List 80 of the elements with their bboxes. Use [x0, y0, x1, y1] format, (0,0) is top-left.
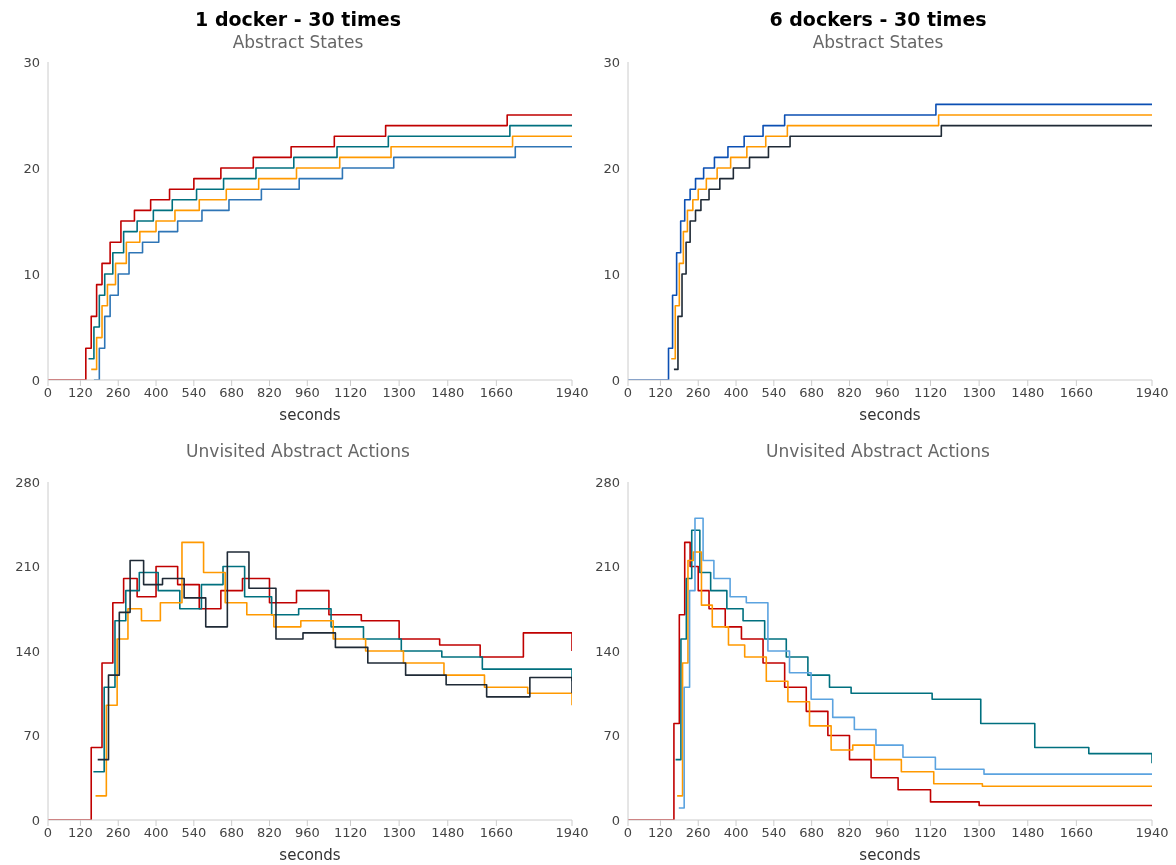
x-tick-label: 1940 — [1135, 385, 1169, 401]
x-tick-label: 120 — [648, 825, 673, 841]
chart-subtitle: Abstract States — [811, 32, 945, 54]
x-tick-label: 820 — [837, 385, 862, 401]
x-axis-title: seconds — [859, 846, 921, 864]
x-tick-label: 1660 — [1059, 825, 1093, 841]
x-tick-label: 1660 — [479, 385, 513, 401]
x-tick-label: 0 — [43, 825, 53, 841]
x-tick-label: 1660 — [479, 825, 513, 841]
y-tick-label: 210 — [15, 559, 40, 575]
chart-title: Unvisited Abstract Actions — [185, 440, 411, 463]
x-tick-label: 960 — [874, 385, 900, 401]
x-tick-label: 0 — [43, 385, 53, 401]
x-tick-label: 1940 — [1135, 825, 1169, 841]
x-tick-label: 400 — [723, 825, 749, 841]
x-tick-label: 960 — [294, 825, 320, 841]
y-tick-label: 70 — [23, 728, 40, 744]
x-tick-label: 260 — [105, 385, 131, 401]
chart-title: Unvisited Abstract Actions — [765, 440, 991, 463]
x-tick-label: 400 — [723, 385, 749, 401]
x-tick-label: 1660 — [1059, 385, 1093, 401]
x-tick-label: 820 — [837, 825, 862, 841]
x-tick-label: 1480 — [431, 385, 465, 401]
x-tick-label: 680 — [219, 385, 245, 401]
x-tick-label: 680 — [799, 825, 825, 841]
y-tick-label: 0 — [31, 812, 40, 828]
y-tick-label: 70 — [603, 728, 620, 744]
x-tick-label: 1300 — [962, 825, 996, 841]
y-tick-label: 30 — [603, 54, 620, 70]
x-tick-label: 1300 — [382, 385, 416, 401]
x-tick-label: 820 — [257, 825, 282, 841]
x-tick-label: 1480 — [1011, 385, 1045, 401]
x-tick-label: 400 — [143, 385, 169, 401]
x-tick-label: 120 — [68, 825, 93, 841]
y-tick-label: 0 — [611, 372, 620, 388]
x-tick-label: 820 — [257, 385, 282, 401]
x-axis-title: seconds — [279, 846, 341, 864]
y-tick-label: 0 — [31, 372, 40, 388]
x-tick-label: 1120 — [333, 385, 368, 401]
x-axis-title: seconds — [859, 406, 921, 424]
x-tick-label: 120 — [648, 385, 673, 401]
x-tick-label: 260 — [105, 825, 131, 841]
x-tick-label: 260 — [685, 385, 711, 401]
x-tick-label: 1120 — [913, 385, 948, 401]
y-tick-label: 20 — [23, 160, 40, 176]
y-tick-label: 210 — [595, 559, 620, 575]
y-tick-label: 0 — [611, 812, 620, 828]
x-tick-label: 1480 — [431, 825, 465, 841]
x-tick-label: 1300 — [382, 825, 416, 841]
x-tick-label: 540 — [181, 385, 207, 401]
chart-title: 1 docker - 30 times — [194, 8, 402, 32]
x-tick-label: 1480 — [1011, 825, 1045, 841]
chart-title: 6 dockers - 30 times — [768, 8, 988, 32]
y-tick-label: 140 — [15, 643, 40, 659]
x-tick-label: 680 — [799, 385, 825, 401]
x-tick-label: 960 — [874, 825, 900, 841]
y-tick-label: 10 — [23, 266, 40, 282]
x-tick-label: 260 — [685, 825, 711, 841]
y-tick-label: 140 — [595, 643, 620, 659]
x-tick-label: 540 — [181, 825, 207, 841]
x-tick-label: 1940 — [555, 385, 589, 401]
x-tick-label: 1120 — [913, 825, 948, 841]
y-tick-label: 280 — [595, 474, 620, 490]
x-tick-label: 680 — [219, 825, 245, 841]
x-axis-title: seconds — [279, 406, 341, 424]
x-tick-label: 960 — [294, 385, 320, 401]
y-tick-label: 280 — [15, 474, 40, 490]
x-tick-label: 400 — [143, 825, 169, 841]
chart-subtitle: Abstract States — [231, 32, 365, 54]
x-tick-label: 1120 — [333, 825, 368, 841]
x-tick-label: 1940 — [555, 825, 589, 841]
x-tick-label: 540 — [761, 385, 787, 401]
y-tick-label: 30 — [23, 54, 40, 70]
x-tick-label: 0 — [623, 825, 633, 841]
y-tick-label: 20 — [603, 160, 620, 176]
x-tick-label: 540 — [761, 825, 787, 841]
x-tick-label: 120 — [68, 385, 93, 401]
x-tick-label: 0 — [623, 385, 633, 401]
x-tick-label: 1300 — [962, 385, 996, 401]
y-tick-label: 10 — [603, 266, 620, 282]
